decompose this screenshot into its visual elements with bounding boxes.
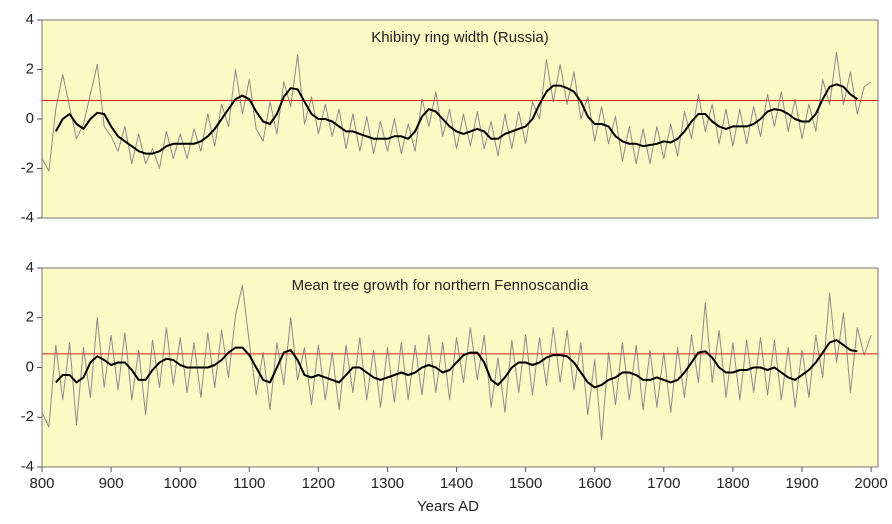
annual-series [41,284,872,441]
x-tick-label: 1700 [647,475,680,492]
x-tick-label: 1800 [716,475,749,492]
y-tick-label: 0 [26,358,34,375]
smoothed-series [55,339,858,389]
x-tick-label: 1000 [163,475,196,492]
panel-title: Khibiny ring width (Russia) [371,29,549,46]
x-axis-label: Years AD [417,498,479,515]
y-tick-label: 4 [26,259,34,276]
x-tick-label: 1300 [371,475,404,492]
smoothed-series [54,83,858,155]
y-tick-label: -2 [21,408,34,425]
y-tick-label: -4 [21,458,34,475]
x-tick-label: 800 [29,475,54,492]
x-tick-label: 1400 [440,475,473,492]
y-tick-label: 2 [26,309,34,326]
plot-background [41,19,879,219]
x-tick-label: 900 [99,475,124,492]
x-tick-label: 1200 [302,475,335,492]
y-tick-label: 4 [26,11,34,28]
y-tick-label: -4 [21,209,34,226]
x-tick-label: 1500 [509,475,542,492]
y-tick-label: 2 [26,60,34,77]
annual-series [41,51,872,172]
x-tick-label: 1900 [785,475,818,492]
y-tick-label: 0 [26,110,34,127]
x-tick-label: 2000 [854,475,887,492]
x-tick-label: 1100 [233,475,265,492]
panel-title: Mean tree growth for northern Fennoscand… [292,277,589,294]
y-tick-label: -2 [21,159,34,176]
x-tick-label: 1600 [578,475,611,492]
